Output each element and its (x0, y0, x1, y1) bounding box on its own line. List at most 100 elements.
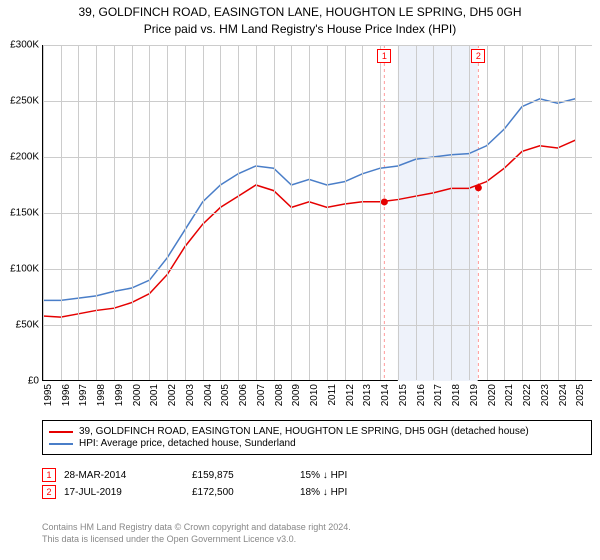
gridline-v (291, 45, 292, 380)
xtick-label: 2000 (132, 384, 143, 406)
title-line2: Price paid vs. HM Land Registry's House … (0, 21, 600, 38)
gridline-v (345, 45, 346, 380)
gridline-v (167, 45, 168, 380)
legend-label: 39, GOLDFINCH ROAD, EASINGTON LANE, HOUG… (79, 426, 529, 437)
gridline-v (256, 45, 257, 380)
legend-label: HPI: Average price, detached house, Sund… (79, 438, 296, 449)
xtick-label: 2015 (398, 384, 409, 406)
xtick-label: 2007 (256, 384, 267, 406)
gridline-v (327, 45, 328, 380)
gridline-v (114, 45, 115, 380)
gridline-v (469, 45, 470, 380)
sale-delta: 15% ↓ HPI (300, 470, 347, 481)
gridline-v (451, 45, 452, 380)
gridline-v (362, 45, 363, 380)
gridline-v (433, 45, 434, 380)
gridline-h (43, 213, 592, 214)
xtick-label: 2010 (309, 384, 320, 406)
gridline-v (132, 45, 133, 380)
legend-swatch (49, 443, 73, 445)
title-line1: 39, GOLDFINCH ROAD, EASINGTON LANE, HOUG… (0, 4, 600, 21)
xtick-label: 2003 (185, 384, 196, 406)
chart-area: £0£50K£100K£150K£200K£250K£300K199519961… (42, 45, 592, 381)
marker-label: 2 (471, 49, 485, 63)
xtick-label: 1999 (114, 384, 125, 406)
sale-marker (475, 184, 482, 191)
gridline-v (43, 45, 44, 380)
gridline-v (78, 45, 79, 380)
sale-num: 1 (42, 468, 56, 482)
xtick-label: 2019 (469, 384, 480, 406)
ytick-label: £250K (10, 96, 39, 107)
gridline-v (416, 45, 417, 380)
ytick-label: £100K (10, 264, 39, 275)
gridline-v (398, 45, 399, 380)
xtick-label: 2011 (327, 384, 338, 406)
marker-label: 1 (377, 49, 391, 63)
sale-price: £172,500 (192, 487, 292, 498)
gridline-v (274, 45, 275, 380)
xtick-label: 1997 (78, 384, 89, 406)
gridline-v (522, 45, 523, 380)
footer: Contains HM Land Registry data © Crown c… (42, 522, 592, 545)
xtick-label: 2016 (416, 384, 427, 406)
gridline-v (185, 45, 186, 380)
gridline-v (220, 45, 221, 380)
xtick-label: 2017 (433, 384, 444, 406)
ytick-label: £150K (10, 208, 39, 219)
sale-num: 2 (42, 485, 56, 499)
xtick-label: 2023 (540, 384, 551, 406)
xtick-label: 2024 (558, 384, 569, 406)
gridline-v (540, 45, 541, 380)
legend-row: 39, GOLDFINCH ROAD, EASINGTON LANE, HOUG… (49, 426, 585, 437)
legend-swatch (49, 431, 73, 433)
xtick-label: 2004 (203, 384, 214, 406)
sale-row: 217-JUL-2019£172,50018% ↓ HPI (42, 485, 592, 499)
sale-row: 1 28-MAR-2014 £159,875 15% ↓ HPI (42, 468, 592, 482)
ytick-label: £300K (10, 40, 39, 51)
plot-region: £0£50K£100K£150K£200K£250K£300K199519961… (42, 45, 592, 381)
sale-price: £159,875 (192, 470, 292, 481)
xtick-label: 2021 (504, 384, 515, 406)
gridline-h (43, 157, 592, 158)
xtick-label: 2012 (345, 384, 356, 406)
gridline-h (43, 101, 592, 102)
gridline-v (504, 45, 505, 380)
gridline-v (309, 45, 310, 380)
gridline-h (43, 269, 592, 270)
sale-date: 28-MAR-2014 (64, 470, 184, 481)
xtick-label: 2020 (487, 384, 498, 406)
gridline-v (96, 45, 97, 380)
sales-table: 1 28-MAR-2014 £159,875 15% ↓ HPI 217-JUL-201… (42, 465, 592, 502)
gridline-v (558, 45, 559, 380)
xtick-label: 2022 (522, 384, 533, 406)
gridline-v (149, 45, 150, 380)
gridline-v (203, 45, 204, 380)
footer-line1: Contains HM Land Registry data © Crown c… (42, 522, 592, 534)
ytick-label: £200K (10, 152, 39, 163)
xtick-label: 2025 (575, 384, 586, 406)
gridline-v (61, 45, 62, 380)
chart-title: 39, GOLDFINCH ROAD, EASINGTON LANE, HOUG… (0, 0, 600, 40)
legend-row: HPI: Average price, detached house, Sund… (49, 438, 585, 449)
xtick-label: 2005 (220, 384, 231, 406)
xtick-label: 2014 (380, 384, 391, 406)
xtick-label: 2008 (274, 384, 285, 406)
xtick-label: 2001 (149, 384, 160, 406)
legend: 39, GOLDFINCH ROAD, EASINGTON LANE, HOUG… (42, 420, 592, 455)
xtick-label: 2013 (362, 384, 373, 406)
xtick-label: 1998 (96, 384, 107, 406)
xtick-label: 2018 (451, 384, 462, 406)
sale-marker (381, 198, 388, 205)
xtick-label: 1996 (61, 384, 72, 406)
gridline-h (43, 45, 592, 46)
ytick-label: £0 (28, 376, 39, 387)
gridline-h (43, 325, 592, 326)
gridline-v (487, 45, 488, 380)
gridline-v (238, 45, 239, 380)
ytick-label: £50K (16, 320, 39, 331)
xtick-label: 2006 (238, 384, 249, 406)
xtick-label: 1995 (43, 384, 54, 406)
footer-line2: This data is licensed under the Open Gov… (42, 534, 592, 546)
xtick-label: 2009 (291, 384, 302, 406)
